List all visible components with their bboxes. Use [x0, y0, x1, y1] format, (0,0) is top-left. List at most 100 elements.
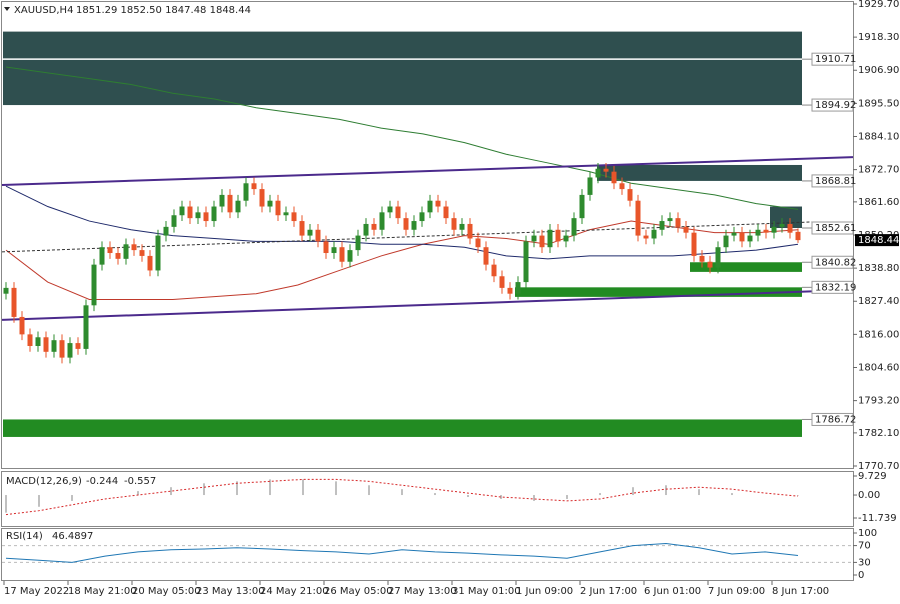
- candle-body: [755, 229, 761, 236]
- macd-signal-value: -0.557: [124, 476, 156, 487]
- candle-body: [67, 343, 73, 358]
- candle-body: [443, 206, 449, 219]
- rsi-panel: [1, 528, 854, 581]
- ohlc: 1851.29 1852.50 1847.48 1848.44: [76, 5, 251, 16]
- level-label: 1868.81: [815, 176, 856, 187]
- candle-body: [771, 226, 777, 233]
- candle-body: [467, 223, 473, 239]
- rsi-tick-label: 0: [858, 570, 864, 581]
- candle-body: [139, 250, 145, 256]
- time-label: 23 May 13:00: [196, 586, 265, 597]
- candle-body: [779, 223, 785, 227]
- candle-body: [627, 189, 633, 201]
- candle-body: [651, 229, 657, 239]
- y-tick-label: 1793.20: [858, 396, 899, 407]
- candle-body: [11, 287, 17, 317]
- candle-body: [411, 221, 417, 230]
- candle-body: [667, 218, 673, 222]
- y-tick-label: 1770.70: [858, 461, 899, 472]
- candle-body: [587, 177, 593, 195]
- macd-value: -0.244: [86, 476, 118, 487]
- rsi-name: RSI(14): [6, 531, 43, 542]
- candle-body: [107, 247, 113, 254]
- price-box: [855, 234, 899, 247]
- candle-body: [59, 340, 65, 358]
- candle-body: [619, 183, 625, 190]
- candle-body: [563, 235, 569, 242]
- level-label: 1894.92: [815, 100, 856, 111]
- candle-body: [331, 247, 337, 254]
- candle-body: [147, 255, 153, 271]
- level-label: 1786.72: [815, 414, 856, 425]
- candle-body: [435, 200, 441, 207]
- candle-body: [235, 200, 241, 213]
- macd-tick-label: 0.00: [858, 490, 880, 501]
- y-tick-label: 1929.70: [858, 0, 899, 10]
- trendline: [1, 221, 813, 253]
- candle-body: [387, 206, 393, 213]
- candle-body: [251, 183, 257, 190]
- symbol: XAUUSD,H4: [14, 5, 73, 16]
- candle-body: [43, 337, 49, 352]
- candle-body: [475, 238, 481, 248]
- time-label: 27 May 13:00: [388, 586, 457, 597]
- candle-body: [27, 334, 33, 346]
- moving-average: [5, 66, 799, 210]
- candle-body: [507, 287, 513, 294]
- y-tick-label: 1861.60: [858, 197, 899, 208]
- menu-arrow: [4, 7, 10, 11]
- macd-name: MACD(12,26,9): [6, 476, 82, 487]
- candle-body: [635, 200, 641, 236]
- candle-body: [315, 229, 321, 242]
- candle-body: [531, 235, 537, 242]
- macd-panel: [1, 471, 854, 527]
- candle-body: [579, 194, 585, 219]
- time-label: 20 May 05:00: [132, 586, 201, 597]
- candle-body: [75, 343, 81, 349]
- time-label: 8 Jun 17:00: [772, 586, 829, 597]
- y-tick-label: 1816.00: [858, 329, 899, 340]
- candle-body: [459, 223, 465, 230]
- level-box: [811, 98, 854, 112]
- rsi-line: [5, 542, 799, 563]
- candle-body: [131, 244, 137, 251]
- trendline: [1, 288, 854, 321]
- candle-body: [243, 183, 249, 201]
- level-box: [811, 174, 854, 188]
- candle-body: [379, 212, 385, 230]
- price-label: 1848.44: [858, 235, 899, 246]
- zone: [597, 164, 802, 181]
- candle-body: [403, 218, 409, 230]
- level-box: [811, 255, 854, 269]
- candle-body: [171, 215, 177, 227]
- candle-body: [19, 316, 25, 335]
- candle-body: [339, 247, 345, 262]
- candle-body: [163, 226, 169, 236]
- candle-body: [499, 276, 505, 288]
- candle-body: [715, 247, 721, 268]
- level-box: [811, 221, 854, 235]
- candle-body: [211, 206, 217, 222]
- time-label: 31 May 01:00: [452, 586, 521, 597]
- candle-body: [555, 229, 561, 242]
- candle-body: [539, 235, 545, 248]
- candle-body: [323, 241, 329, 254]
- candle-body: [283, 212, 289, 216]
- candle-body: [155, 235, 161, 271]
- time-label: 2 Jun 17:00: [580, 586, 637, 597]
- candle-body: [259, 189, 265, 207]
- level-label: 1832.19: [815, 282, 856, 293]
- macd-signal: [5, 478, 799, 516]
- candle-body: [427, 200, 433, 213]
- candle-body: [395, 206, 401, 219]
- candle-body: [707, 261, 713, 268]
- rsi-tick-label: 70: [858, 541, 871, 552]
- moving-average: [5, 220, 799, 301]
- candle-body: [371, 223, 377, 230]
- candle-body: [571, 218, 577, 236]
- time-label: 26 May 05:00: [324, 586, 393, 597]
- candle-body: [3, 287, 9, 294]
- candle-body: [347, 250, 353, 262]
- time-label: 18 May 21:00: [68, 586, 137, 597]
- candle-body: [275, 200, 281, 216]
